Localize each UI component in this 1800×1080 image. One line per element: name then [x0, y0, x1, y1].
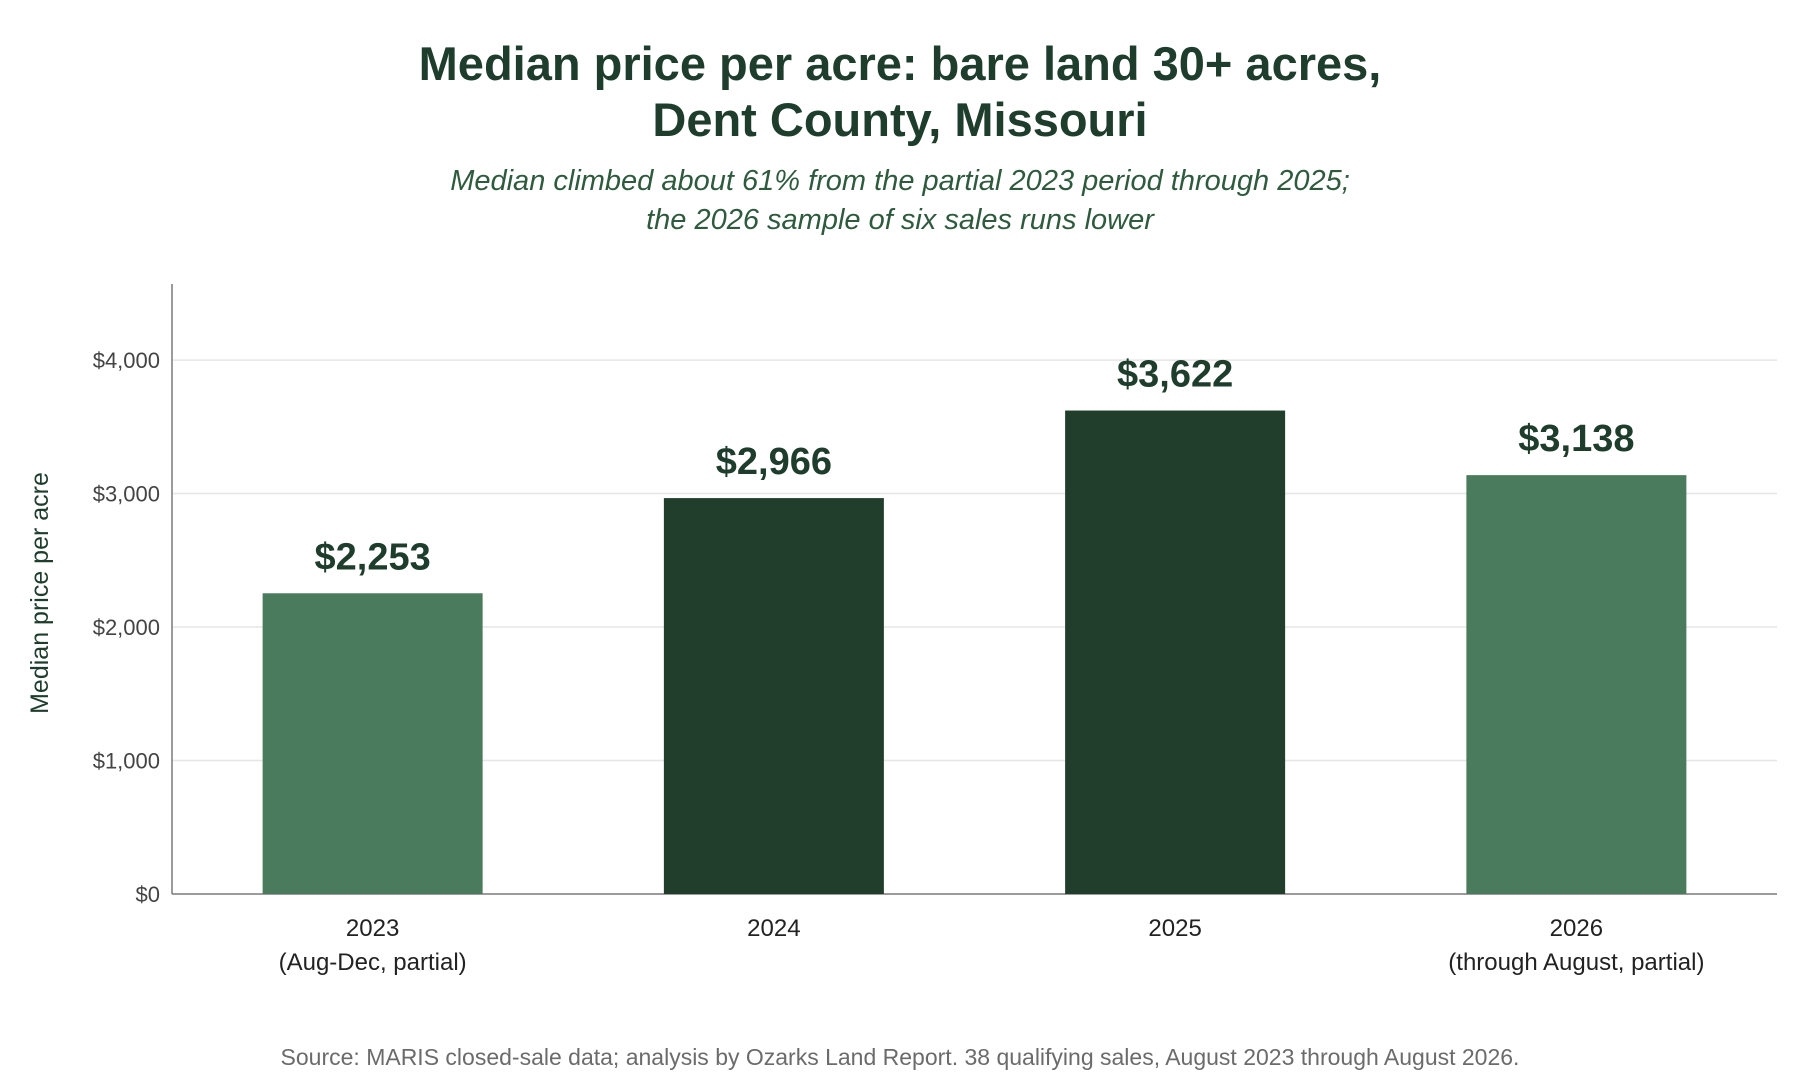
bar-2026: [1466, 475, 1687, 894]
y-tick-label: $4,000: [93, 348, 160, 373]
chart-title-line-1: Median price per acre: bare land 30+ acr…: [418, 37, 1382, 90]
x-tick-sublabel: (Aug-Dec, partial): [279, 949, 467, 976]
bar-2024: [663, 498, 884, 894]
chart-subtitle-line-1: Median climbed about 61% from the partia…: [450, 165, 1350, 197]
y-tick-label: $0: [136, 882, 160, 907]
x-tick-label: 2024: [747, 915, 800, 942]
y-axis-label: Median price per acre: [26, 472, 54, 714]
chart-title-line-2: Dent County, Missouri: [652, 93, 1148, 146]
x-tick-sublabel: (through August, partial): [1448, 949, 1704, 976]
bar-2023: [262, 593, 483, 894]
value-label-2024: $2,966: [716, 441, 832, 483]
x-tick-label: 2026: [1550, 915, 1603, 942]
value-label-2025: $3,622: [1117, 354, 1233, 396]
value-label-2023: $2,253: [315, 536, 431, 578]
source-note: Source: MARIS closed-sale data; analysis…: [280, 1044, 1520, 1070]
x-tick-label: 2025: [1148, 915, 1201, 942]
chart-title: Median price per acre: bare land 30+ acr…: [0, 36, 1800, 148]
y-tick-label: $1,000: [93, 749, 160, 774]
chart-subtitle-line-2: the 2026 sample of six sales runs lower: [646, 204, 1154, 236]
chart-subtitle: Median climbed about 61% from the partia…: [0, 162, 1800, 240]
value-label-2026: $3,138: [1518, 418, 1634, 460]
y-tick-label: $3,000: [93, 482, 160, 507]
x-tick-label: 2023: [346, 915, 399, 942]
bar-2025: [1065, 410, 1286, 894]
y-tick-label: $2,000: [93, 615, 160, 640]
